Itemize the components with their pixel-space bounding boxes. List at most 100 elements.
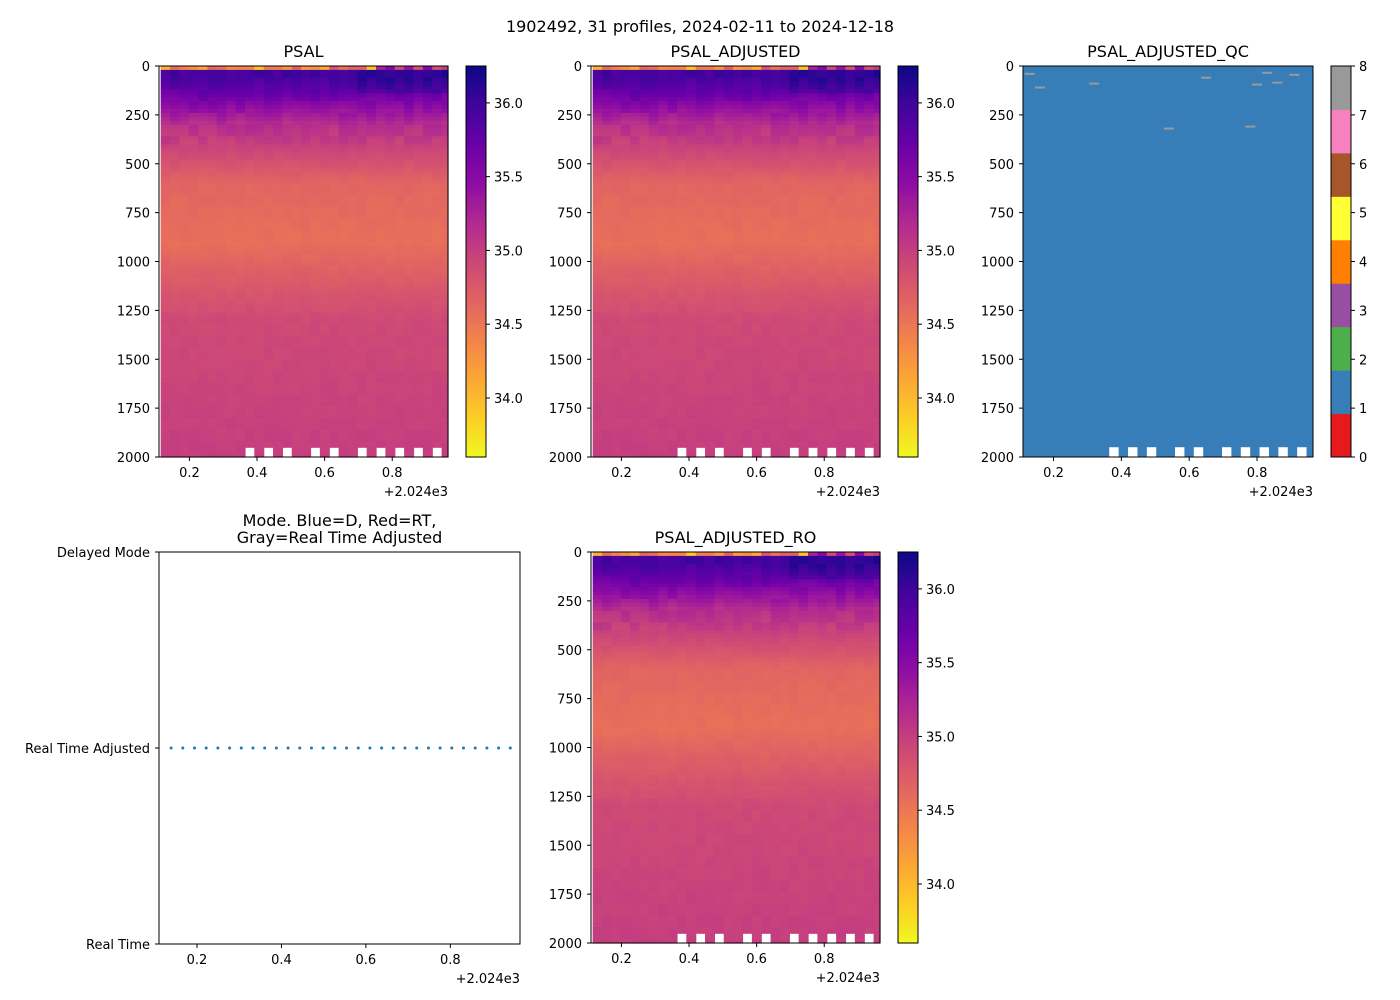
heatmap-cell	[301, 347, 312, 353]
heatmap-cell	[422, 437, 433, 442]
heatmap-cell	[751, 214, 762, 220]
heatmap-cell	[347, 230, 358, 235]
heatmap-cell	[639, 101, 650, 106]
heatmap-cell	[301, 206, 312, 212]
heatmap-cell	[207, 316, 218, 321]
heatmap-cell	[226, 183, 237, 188]
heatmap-cell	[310, 320, 321, 325]
heatmap-cell	[630, 187, 641, 192]
heatmap-cell	[695, 159, 706, 165]
heatmap-cell	[441, 136, 449, 141]
heatmap-cell	[282, 245, 293, 251]
heatmap-cell	[592, 433, 603, 439]
heatmap-cell	[291, 144, 302, 149]
heatmap-cell	[347, 226, 358, 231]
heatmap-cell	[160, 159, 171, 165]
heatmap-cell	[216, 85, 227, 91]
heatmap-cell	[686, 179, 697, 184]
heatmap-cell	[432, 73, 443, 79]
heatmap-cell	[291, 308, 302, 313]
heatmap-cell	[432, 195, 443, 200]
heatmap-cell	[385, 382, 396, 388]
heatmap-cell	[160, 394, 171, 399]
heatmap-cell	[602, 187, 613, 192]
heatmap-cell	[357, 179, 368, 184]
heatmap-cell	[198, 449, 209, 454]
heatmap-cell	[611, 300, 622, 306]
heatmap-cell	[676, 144, 687, 149]
heatmap-cell	[441, 179, 449, 184]
heatmap-cell	[413, 89, 424, 94]
heatmap-cell	[676, 335, 687, 341]
heatmap-cell	[432, 339, 443, 345]
heatmap-cell	[347, 445, 358, 450]
heatmap-cell	[742, 312, 753, 317]
heatmap-cell	[338, 390, 349, 396]
heatmap-cell	[611, 417, 622, 423]
heatmap-cell	[432, 253, 443, 259]
heatmap-cell	[347, 406, 358, 411]
heatmap-cell	[742, 355, 753, 360]
heatmap-cell	[648, 116, 659, 122]
heatmap-cell	[273, 335, 284, 341]
heatmap-cell	[198, 163, 209, 169]
heatmap-cell	[413, 320, 424, 325]
heatmap-cell	[404, 320, 415, 325]
heatmap-cell	[226, 210, 237, 216]
heatmap-cell	[422, 390, 433, 396]
heatmap-cell	[413, 374, 424, 380]
heatmap-cell	[366, 355, 377, 360]
heatmap-cell	[273, 316, 284, 321]
heatmap-cell	[413, 128, 424, 134]
heatmap-cell	[357, 167, 368, 173]
heatmap-cell	[263, 101, 274, 106]
heatmap-cell	[630, 316, 641, 321]
heatmap-cell	[413, 433, 424, 439]
heatmap-cell	[394, 417, 405, 423]
heatmap-cell	[376, 437, 387, 442]
heatmap-cell	[244, 402, 255, 407]
heatmap-cell	[310, 382, 321, 388]
heatmap-cell	[611, 198, 622, 204]
heatmap-cell	[301, 425, 312, 431]
heatmap-cell	[705, 144, 716, 149]
heatmap-cell	[226, 288, 237, 294]
heatmap-cell	[385, 195, 396, 200]
heatmap-cell	[207, 320, 218, 325]
heatmap-cell	[291, 175, 302, 180]
heatmap-cell	[733, 324, 744, 329]
heatmap-cell	[611, 410, 622, 415]
heatmap-cell	[648, 355, 659, 360]
heatmap-cell	[723, 284, 734, 290]
heatmap-cell	[432, 327, 443, 333]
heatmap-cell	[695, 202, 706, 208]
heatmap-cell	[338, 324, 349, 329]
heatmap-cell	[263, 66, 274, 71]
heatmap-cell	[620, 363, 631, 368]
heatmap-cell	[347, 296, 358, 302]
colorbar-segment	[466, 290, 486, 295]
heatmap-cell	[376, 367, 387, 372]
heatmap-cell	[648, 206, 659, 212]
heatmap-cell	[263, 234, 274, 239]
heatmap-cell	[357, 374, 368, 380]
heatmap-cell	[422, 155, 433, 161]
heatmap-cell	[602, 316, 613, 321]
heatmap-cell	[676, 73, 687, 79]
heatmap-cell	[695, 222, 706, 227]
heatmap-cell	[639, 120, 650, 126]
heatmap-cell	[432, 202, 443, 208]
heatmap-cell	[667, 277, 678, 282]
heatmap-cell	[630, 175, 641, 180]
heatmap-cell	[602, 105, 613, 110]
heatmap-cell	[413, 187, 424, 192]
heatmap-cell	[329, 261, 340, 267]
heatmap-cell	[179, 230, 190, 235]
heatmap-cell	[751, 120, 762, 126]
heatmap-cell	[235, 206, 246, 212]
heatmap-cell	[216, 433, 227, 439]
heatmap-cell	[329, 343, 340, 349]
heatmap-cell	[319, 413, 330, 419]
heatmap-cell	[179, 245, 190, 251]
heatmap-cell	[394, 370, 405, 376]
